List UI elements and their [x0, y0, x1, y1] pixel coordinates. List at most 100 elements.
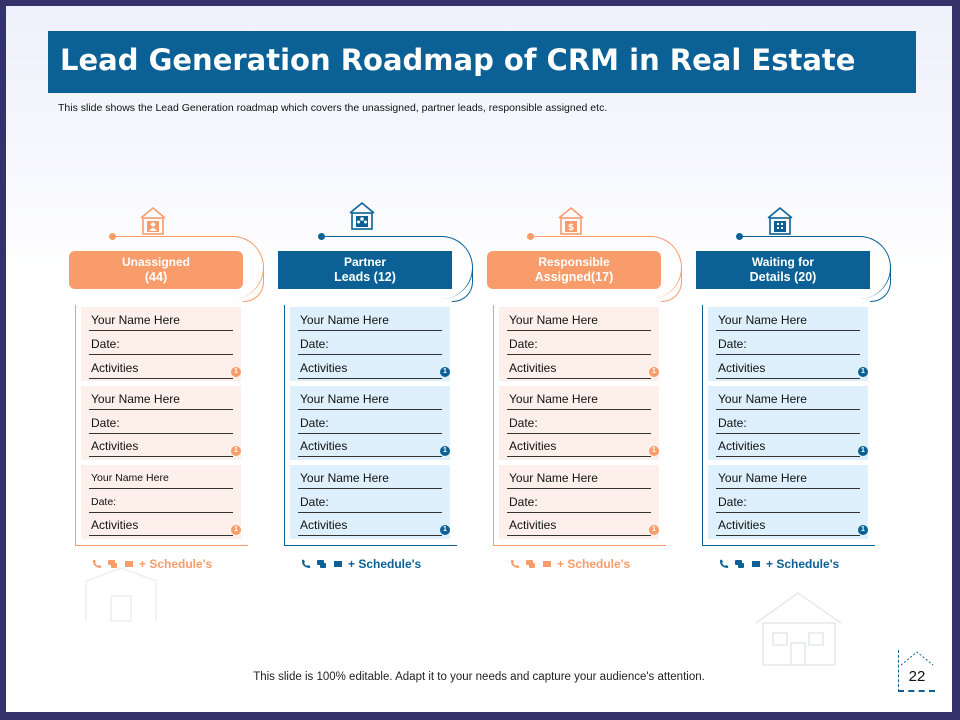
lead-card: Your Name Here Date: Activities 1 [708, 307, 868, 381]
header-line1: Partner [343, 255, 387, 269]
date-field[interactable]: Date: [298, 412, 442, 434]
count-badge: 1 [440, 525, 450, 535]
schedule-link[interactable]: + Schedule's [91, 556, 251, 572]
activities-field[interactable]: Activities [507, 357, 651, 379]
name-field[interactable]: Your Name Here [89, 467, 233, 489]
date-field[interactable]: Date: [89, 491, 233, 513]
activities-field[interactable]: Activities [89, 357, 233, 379]
header-line2: Leads (12) [334, 270, 396, 284]
schedule-label: + Schedule's [766, 557, 840, 571]
date-field[interactable]: Date: [298, 491, 442, 513]
count-badge: 1 [649, 446, 659, 456]
house-building-icon [767, 206, 793, 235]
name-field[interactable]: Your Name Here [298, 388, 442, 410]
column-header: Responsible Assigned(17) [487, 251, 661, 289]
name-field[interactable]: Your Name Here [298, 309, 442, 331]
page-number-box: 22 [898, 650, 935, 692]
activities-field[interactable]: Activities [716, 514, 860, 536]
name-field[interactable]: Your Name Here [507, 388, 651, 410]
header-line2: Details (20) [749, 270, 817, 284]
name-field[interactable]: Your Name Here [507, 467, 651, 489]
date-field[interactable]: Date: [298, 333, 442, 355]
list-frame [284, 305, 457, 546]
count-badge: 1 [440, 446, 450, 456]
name-field[interactable]: Your Name Here [507, 309, 651, 331]
lead-card: Your Name Here Date: Activities 1 [708, 386, 868, 460]
schedule-link[interactable]: + Schedule's [300, 556, 460, 572]
column-partner-leads: Partner Leads (12) Your Name Here Date: … [278, 201, 498, 581]
count-badge: 1 [858, 367, 868, 377]
activities-field[interactable]: Activities [298, 514, 442, 536]
name-field[interactable]: Your Name Here [716, 309, 860, 331]
header-line2: Assigned(17) [534, 270, 614, 284]
column-waiting-for-details: Waiting for Details (20) Your Name Here … [696, 201, 916, 581]
count-badge: 1 [231, 446, 241, 456]
header-line1: Unassigned [121, 255, 190, 269]
column-unassigned: Unassigned (44) Your Name Here Date: Act… [69, 201, 289, 581]
name-field[interactable]: Your Name Here [716, 388, 860, 410]
date-field[interactable]: Date: [716, 412, 860, 434]
list-frame [702, 305, 875, 546]
count-badge: 1 [440, 367, 450, 377]
lead-card: Your Name Here Date: Activities 1 [81, 465, 241, 539]
activities-field[interactable]: Activities [507, 435, 651, 457]
page-number: 22 [908, 668, 926, 685]
date-field[interactable]: Date: [89, 333, 233, 355]
name-field[interactable]: Your Name Here [298, 467, 442, 489]
page-subtitle: This slide shows the Lead Generation roa… [58, 102, 608, 114]
activities-field[interactable]: Activities [716, 357, 860, 379]
column-header: Partner Leads (12) [278, 251, 452, 289]
lead-card: Your Name Here Date: Activities 1 [499, 307, 659, 381]
list-frame [75, 305, 248, 546]
activities-field[interactable]: Activities [298, 435, 442, 457]
lead-card: Your Name Here Date: Activities 1 [499, 386, 659, 460]
svg-text:$: $ [568, 223, 574, 233]
count-badge: 1 [858, 446, 868, 456]
schedule-label: + Schedule's [139, 557, 213, 571]
lead-card: Your Name Here Date: Activities 1 [290, 386, 450, 460]
date-field[interactable]: Date: [89, 412, 233, 434]
lead-card: Your Name Here Date: Activities 1 [290, 465, 450, 539]
house-team-icon [349, 201, 375, 230]
lead-card: Your Name Here Date: Activities 1 [81, 307, 241, 381]
header-line1: Responsible [538, 255, 610, 269]
activities-field[interactable]: Activities [298, 357, 442, 379]
header-line1: Waiting for [751, 255, 815, 269]
house-outline-icon [755, 592, 842, 666]
house-person-icon [140, 206, 166, 235]
contact-icons [302, 559, 342, 568]
slide: Lead Generation Roadmap of CRM in Real E… [6, 6, 952, 712]
lead-card: Your Name Here Date: Activities 1 [290, 307, 450, 381]
name-field[interactable]: Your Name Here [89, 388, 233, 410]
count-badge: 1 [649, 525, 659, 535]
date-field[interactable]: Date: [716, 333, 860, 355]
column-header: Unassigned (44) [69, 251, 243, 289]
connector-arc-tail [661, 267, 682, 302]
schedule-link[interactable]: + Schedule's [718, 556, 878, 572]
connector-arc-tail [452, 267, 473, 302]
count-badge: 1 [858, 525, 868, 535]
connector-arc-tail [243, 267, 264, 302]
count-badge: 1 [231, 525, 241, 535]
connector-dot [527, 233, 534, 240]
name-field[interactable]: Your Name Here [89, 309, 233, 331]
connector-dot [318, 233, 325, 240]
name-field[interactable]: Your Name Here [716, 467, 860, 489]
count-badge: 1 [649, 367, 659, 377]
lead-card: Your Name Here Date: Activities 1 [708, 465, 868, 539]
activities-field[interactable]: Activities [89, 435, 233, 457]
column-header: Waiting for Details (20) [696, 251, 870, 289]
date-field[interactable]: Date: [507, 412, 651, 434]
title-bar: Lead Generation Roadmap of CRM in Real E… [48, 31, 916, 93]
building-outline-icon [85, 567, 157, 622]
activities-field[interactable]: Activities [507, 514, 651, 536]
schedule-link[interactable]: + Schedule's [509, 556, 669, 572]
lead-card: Your Name Here Date: Activities 1 [499, 465, 659, 539]
date-field[interactable]: Date: [507, 333, 651, 355]
date-field[interactable]: Date: [716, 491, 860, 513]
activities-field[interactable]: Activities [716, 435, 860, 457]
activities-field[interactable]: Activities [89, 514, 233, 536]
footer-note: This slide is 100% editable. Adapt it to… [253, 671, 705, 683]
connector-dot [736, 233, 743, 240]
date-field[interactable]: Date: [507, 491, 651, 513]
